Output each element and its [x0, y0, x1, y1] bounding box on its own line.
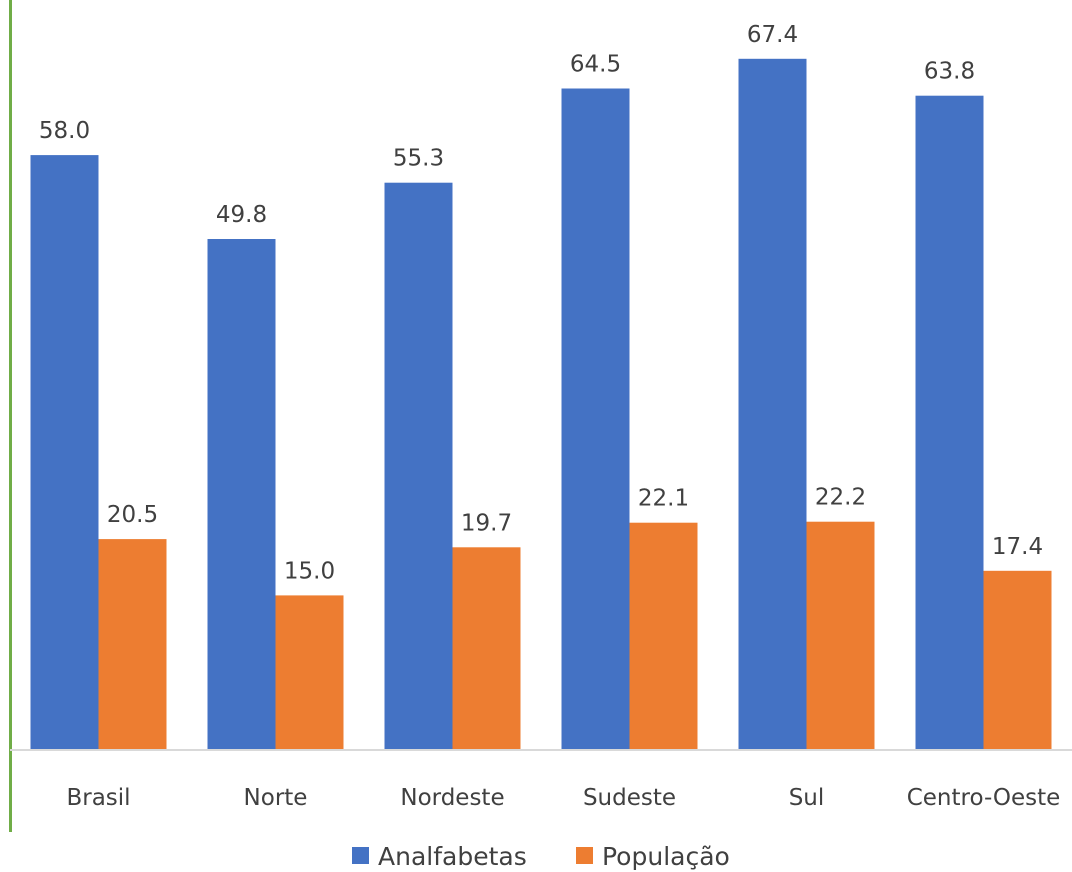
data-label-populacao-sudeste: 22.1: [638, 486, 689, 512]
data-label-analfabetas-sudeste: 64.5: [570, 52, 621, 78]
bar-populacao-brasil: [98, 539, 167, 749]
data-label-analfabetas-brasil: 58.0: [39, 118, 90, 144]
bar-populacao-sudeste: [629, 522, 698, 749]
category-labels-group: Brasil Norte Nordeste Sudeste Sul Centro-Oest…: [66, 785, 1060, 811]
data-labels-group: 58.0 20.5 49.8 15.0 55.3 19.7 64.5 22.1 67.4 22.2…: [39, 22, 1043, 585]
category-label-norte: Norte: [244, 785, 308, 811]
bars-group: [30, 58, 1052, 750]
category-label-nordeste: Nordeste: [400, 785, 504, 811]
category-label-sul: Sul: [789, 785, 825, 811]
bar-analfabetas-norte: [207, 239, 276, 749]
category-label-sudeste: Sudeste: [583, 785, 676, 811]
category-label-brasil: Brasil: [66, 785, 130, 811]
bar-analfabetas-sudeste: [561, 88, 630, 749]
legend-swatch-populacao: [576, 847, 593, 864]
legend-swatch-analfabetas: [352, 847, 369, 864]
legend-label-populacao: População: [602, 842, 730, 871]
data-label-analfabetas-norte: 49.8: [216, 202, 267, 228]
bar-analfabetas-sul: [738, 58, 807, 750]
legend-label-analfabetas: Analfabetas: [378, 842, 527, 871]
data-label-populacao-norte: 15.0: [284, 558, 335, 584]
category-label-centro-oeste: Centro-Oeste: [907, 785, 1061, 811]
data-label-analfabetas-nordeste: 55.3: [393, 146, 444, 172]
left-accent-rule: [9, 0, 12, 832]
bar-populacao-centro-oeste: [983, 570, 1052, 749]
data-label-populacao-sul: 22.2: [815, 485, 866, 511]
bar-populacao-nordeste: [452, 547, 521, 749]
bar-populacao-norte: [275, 595, 344, 749]
bar-analfabetas-nordeste: [384, 182, 453, 749]
data-label-populacao-brasil: 20.5: [107, 502, 158, 528]
data-label-analfabetas-centro-oeste: 63.8: [924, 59, 975, 85]
bar-populacao-sul: [806, 521, 875, 749]
data-label-populacao-nordeste: 19.7: [461, 510, 512, 536]
bar-analfabetas-brasil: [30, 155, 99, 750]
legend: Analfabetas População: [352, 842, 730, 871]
bar-analfabetas-centro-oeste: [915, 95, 984, 749]
data-label-populacao-centro-oeste: 17.4: [992, 534, 1043, 560]
data-label-analfabetas-sul: 67.4: [747, 22, 798, 48]
